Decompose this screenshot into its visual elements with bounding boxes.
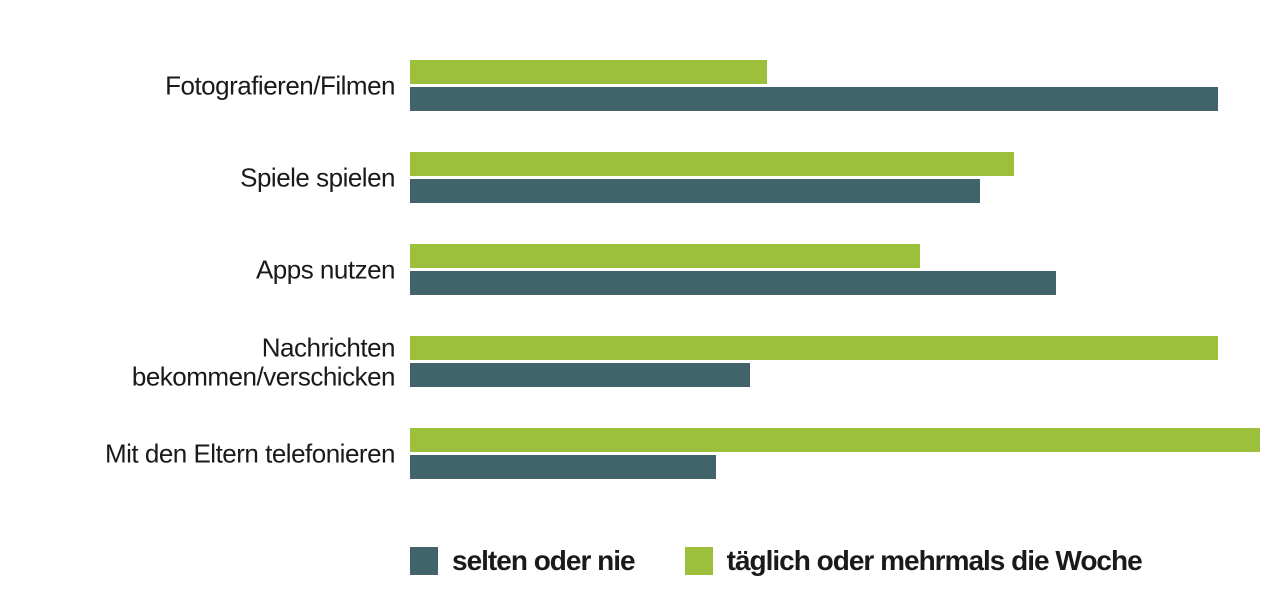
bar-selten xyxy=(410,455,716,479)
y-label: Fotografieren/Filmen xyxy=(165,72,395,101)
y-label: Spiele spielen xyxy=(240,164,395,193)
bar-taeglich xyxy=(410,152,1014,176)
y-label: Mit den Eltern telefonieren xyxy=(105,440,395,469)
bar-taeglich xyxy=(410,60,767,84)
bar-selten xyxy=(410,271,1056,295)
legend-item-selten: selten oder nie xyxy=(410,545,635,577)
usage-chart: Fotografieren/Filmen Spiele spielen Apps… xyxy=(0,0,1280,615)
legend-swatch xyxy=(685,547,713,575)
legend-label: selten oder nie xyxy=(452,545,635,577)
bar-taeglich xyxy=(410,244,920,268)
bar-group xyxy=(410,152,1260,203)
bar-group xyxy=(410,428,1260,479)
bar-taeglich xyxy=(410,336,1218,360)
bar-taeglich xyxy=(410,428,1260,452)
legend-swatch xyxy=(410,547,438,575)
legend: selten oder nie täglich oder mehrmals di… xyxy=(410,545,1142,577)
bar-group xyxy=(410,244,1260,295)
bar-group xyxy=(410,60,1260,111)
bar-group xyxy=(410,336,1260,387)
bar-selten xyxy=(410,87,1218,111)
legend-label: täglich oder mehrmals die Woche xyxy=(727,545,1142,577)
bar-selten xyxy=(410,363,750,387)
y-label: Apps nutzen xyxy=(256,256,395,285)
legend-item-taeglich: täglich oder mehrmals die Woche xyxy=(685,545,1142,577)
y-label: Nachrichten bekommen/verschicken xyxy=(0,333,395,390)
bar-selten xyxy=(410,179,980,203)
plot-area xyxy=(410,50,1260,510)
y-axis-labels: Fotografieren/Filmen Spiele spielen Apps… xyxy=(0,50,395,510)
